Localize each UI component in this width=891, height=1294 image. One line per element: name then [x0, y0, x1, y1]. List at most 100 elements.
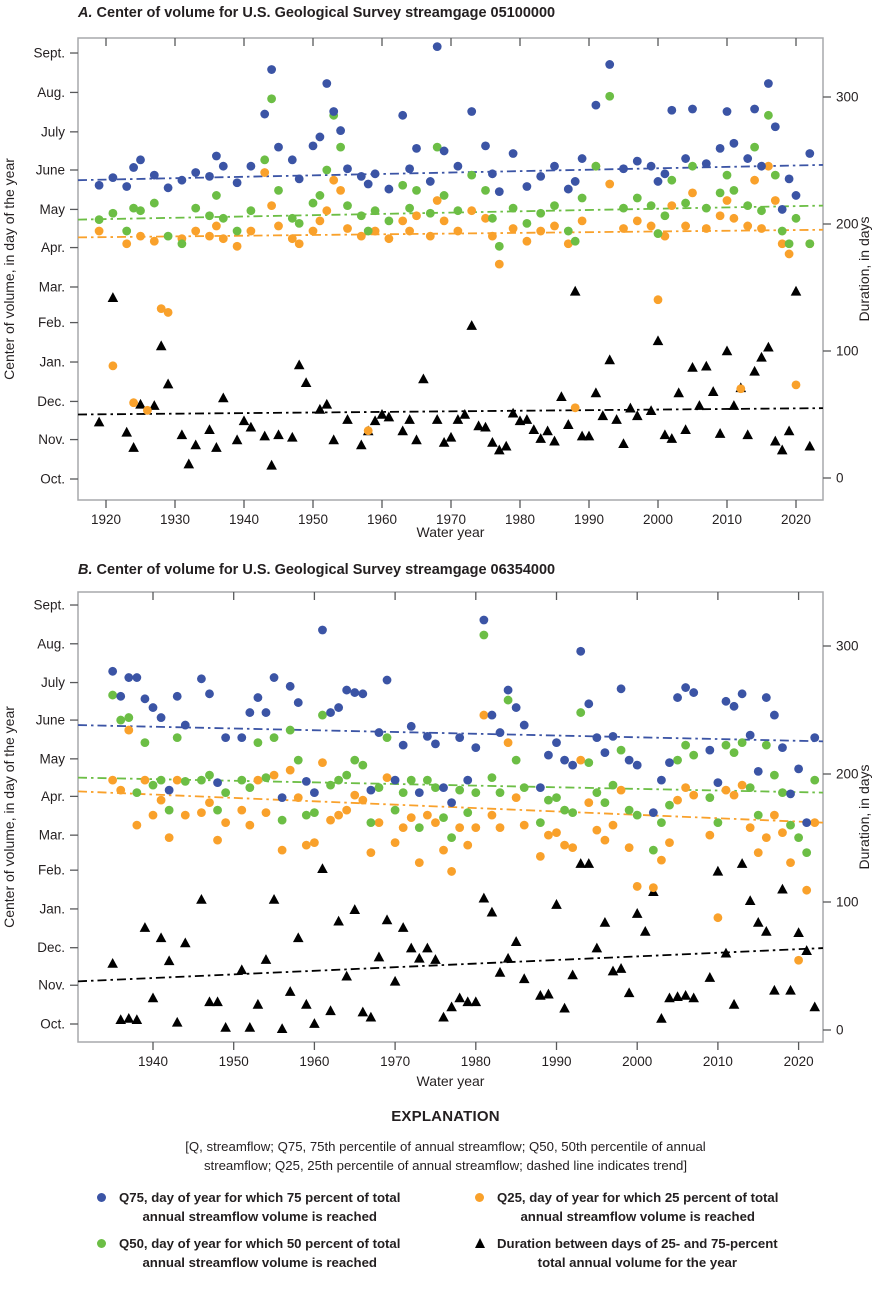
q75-point — [260, 109, 270, 119]
q50-point — [753, 810, 763, 820]
q25-point — [343, 224, 352, 233]
q75-point — [318, 625, 327, 635]
q75-point — [791, 191, 801, 200]
q50-point — [356, 211, 366, 221]
q25-point — [318, 758, 327, 768]
q50-point — [218, 213, 228, 223]
q25-point — [269, 770, 279, 780]
q75-dot-icon — [97, 1189, 119, 1207]
q75-point — [293, 698, 303, 707]
q75-point — [384, 184, 394, 194]
q50-point — [148, 780, 158, 790]
duration-point — [631, 908, 643, 918]
q25-point — [432, 196, 442, 205]
duration-point — [470, 996, 482, 1007]
q75-point — [737, 689, 747, 699]
q25-point — [467, 206, 477, 216]
q50-point — [605, 91, 615, 101]
q75-point — [149, 170, 159, 180]
q50-point — [745, 783, 755, 793]
duration-point — [721, 345, 733, 356]
duration-point — [575, 858, 587, 868]
duration-point — [287, 431, 298, 442]
q50-point — [156, 775, 166, 785]
q25-point — [632, 882, 642, 891]
q75-point — [646, 161, 656, 171]
q75-point — [177, 175, 187, 185]
duration-point — [404, 414, 415, 424]
duration-point — [688, 992, 699, 1003]
q25-point — [122, 239, 132, 249]
q50-point — [318, 710, 327, 720]
q75-point — [722, 107, 732, 116]
x-tick-label: 1950 — [219, 1054, 249, 1069]
q25-point — [770, 196, 780, 205]
q25-point — [508, 224, 518, 233]
q75-point — [495, 728, 505, 737]
q50-point — [260, 155, 270, 165]
x-tick-label: 1990 — [574, 512, 604, 527]
duration-point — [342, 414, 353, 424]
duration-point — [632, 410, 643, 421]
duration-point — [549, 435, 560, 446]
q50-point — [657, 818, 666, 828]
q25-point — [336, 185, 345, 195]
q50-point — [455, 785, 465, 795]
q50-point — [439, 813, 448, 823]
duration-point — [171, 1016, 183, 1027]
q25-point — [205, 798, 214, 808]
q75-point — [463, 775, 473, 785]
q50-point — [398, 788, 408, 798]
duration-point — [155, 932, 167, 943]
duration-point — [369, 415, 381, 426]
q75-point — [688, 104, 697, 114]
q75-point — [591, 100, 601, 110]
duration-tick-label: 300 — [836, 639, 859, 654]
q75-point — [488, 169, 497, 179]
q75-point — [592, 733, 602, 742]
q25-point — [769, 810, 779, 820]
q75-point — [584, 699, 594, 709]
q50-point — [108, 690, 118, 700]
duration-point — [494, 966, 506, 977]
q75-point — [481, 141, 490, 151]
duration-tick-label: 0 — [836, 471, 844, 486]
x-axis-label: Water year — [417, 524, 485, 540]
x-tick-label: 2010 — [712, 512, 742, 527]
q25-point — [412, 211, 421, 221]
q50-point — [576, 708, 586, 717]
q75-point — [784, 174, 794, 184]
q50-point — [342, 770, 352, 780]
q50-point — [285, 725, 295, 735]
q25-point — [667, 201, 677, 211]
x-tick-label: 1980 — [461, 1054, 491, 1069]
q25-point — [294, 239, 304, 249]
duration-point — [563, 419, 574, 429]
q50-point — [729, 185, 739, 195]
q25-point — [326, 815, 335, 825]
q25-point — [156, 795, 166, 805]
q25-point — [721, 785, 731, 795]
month-tick-label: Dec. — [37, 940, 65, 955]
q50-point — [293, 755, 303, 765]
y-axis-label: Center of volume, in day of the year — [1, 706, 17, 928]
q25-point — [757, 224, 766, 233]
q75-point — [269, 673, 279, 682]
q50-point — [267, 94, 276, 104]
q50-point — [287, 213, 297, 223]
q50-point — [568, 808, 578, 818]
duration-point — [397, 922, 409, 932]
duration-point — [599, 916, 611, 927]
month-tick-label: Mar. — [39, 279, 65, 294]
q75-point — [764, 79, 773, 88]
q50-point — [722, 170, 732, 180]
q50-point — [508, 203, 518, 213]
duration-point — [583, 430, 595, 441]
duration-point — [328, 434, 339, 445]
duration-point — [777, 883, 788, 894]
q25-point — [406, 813, 416, 823]
q75-point — [414, 788, 424, 798]
q75-point — [713, 778, 723, 788]
q75-point — [568, 760, 578, 770]
q25-point — [398, 823, 408, 833]
